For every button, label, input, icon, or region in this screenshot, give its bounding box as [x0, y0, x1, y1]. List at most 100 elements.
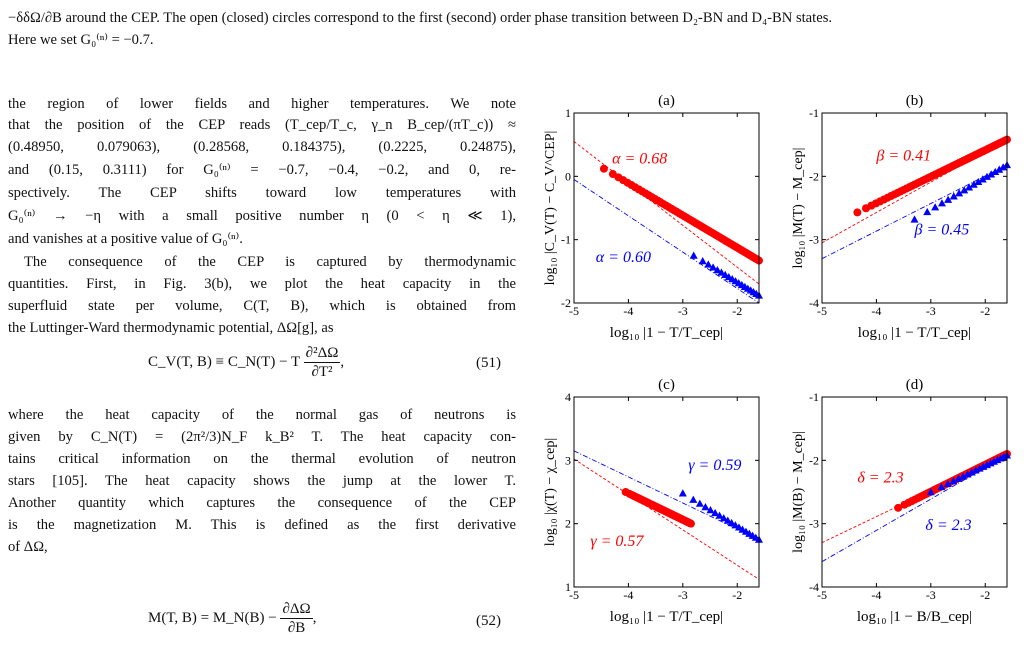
- data-point: [910, 215, 919, 223]
- y-tick-label: 1: [565, 580, 571, 594]
- y-axis-label: log₁₀ |M(B) − M_cep|: [791, 431, 806, 553]
- fit-line: [573, 141, 760, 285]
- x-tick-label: -3: [678, 588, 688, 602]
- p3-line: tains critical information on the therma…: [8, 451, 516, 467]
- caption-line-2: Here we set G₀⁽ⁿ⁾ = −0.7.: [8, 32, 154, 48]
- fit-line: [573, 450, 760, 540]
- y-tick-label: -3: [809, 233, 819, 247]
- y-tick-label: -1: [561, 233, 571, 247]
- y-tick-label: -4: [809, 296, 819, 310]
- panel-label: (c): [658, 377, 675, 393]
- x-tick-label: -4: [871, 304, 881, 318]
- p1-line: that the position of the CEP reads (T_ce…: [8, 117, 516, 133]
- data-point: [978, 175, 987, 183]
- x-tick-label: -2: [732, 588, 742, 602]
- series-label: γ = 0.59: [688, 457, 741, 474]
- data-point: [894, 503, 903, 512]
- data-point: [943, 479, 952, 487]
- x-tick-label: -5: [569, 304, 579, 318]
- data-point: [686, 519, 695, 528]
- data-point: [706, 506, 715, 514]
- panel-label: (b): [906, 93, 924, 109]
- y-tick-label: -1: [809, 106, 819, 120]
- data-point: [717, 268, 726, 276]
- data-point: [974, 177, 983, 186]
- y-tick-label: 0: [565, 169, 571, 183]
- y-axis-label: log₁₀ |χ(T) − χ_cep|: [543, 438, 558, 546]
- data-point: [723, 516, 732, 524]
- x-tick-label: -5: [817, 588, 827, 602]
- y-tick-label: 3: [565, 453, 571, 467]
- data-point: [975, 464, 984, 472]
- panel-label: (a): [658, 93, 675, 109]
- p3-line: given by C_N(T) = (2π²/3)N_F k_B² T. The…: [8, 429, 516, 445]
- series-label: α = 0.60: [596, 249, 651, 266]
- data-point: [959, 472, 968, 480]
- y-tick-label: 4: [565, 390, 571, 404]
- data-point: [701, 502, 710, 511]
- axes-frame: [821, 396, 1008, 588]
- p1-line: G₀⁽ⁿ⁾ → −η with a small positive number …: [8, 208, 516, 224]
- caption-line-1: −δδΩ/∂B around the CEP. The open (closed…: [8, 10, 833, 26]
- data-point: [960, 186, 969, 194]
- data-point: [937, 482, 946, 491]
- p2-line: the Luttinger-Ward thermodynamic potenti…: [8, 320, 334, 336]
- data-point: [987, 170, 996, 178]
- data-point: [955, 189, 964, 197]
- x-tick-label: -4: [871, 588, 881, 602]
- x-axis-label: log₁₀ |1 − B/B_cep|: [857, 609, 972, 625]
- series-label: β = 0.41: [875, 148, 931, 165]
- data-point: [969, 180, 978, 188]
- data-point: [963, 470, 972, 478]
- data-point: [991, 167, 1000, 176]
- data-point: [982, 172, 991, 180]
- series-label: γ = 0.57: [590, 533, 644, 550]
- y-tick-label: -2: [809, 453, 819, 467]
- series-label: β = 0.45: [914, 222, 970, 239]
- data-point: [678, 489, 687, 497]
- x-tick-label: -4: [623, 588, 633, 602]
- y-axis-label: log₁₀ |M(T) − M_cep|: [791, 148, 806, 269]
- y-tick-label: -4: [809, 580, 819, 594]
- data-point: [711, 508, 720, 517]
- equation-number-52: (52): [476, 613, 501, 629]
- x-tick-label: -2: [980, 304, 990, 318]
- data-point: [695, 499, 704, 507]
- p2-line: The consequence of the CEP is captured b…: [24, 254, 516, 270]
- axes-frame: [573, 112, 760, 304]
- data-point: [926, 488, 935, 496]
- equation-52: M(T, B) = M_N(B) − ∂ΔΩ ∂B,: [148, 601, 317, 636]
- y-tick-label: 1: [565, 106, 571, 120]
- fit-line: [573, 458, 760, 580]
- x-tick-label: -2: [732, 304, 742, 318]
- data-point: [704, 260, 713, 268]
- y-tick-label: 2: [565, 517, 571, 531]
- data-point: [689, 251, 698, 259]
- axes-frame: [821, 112, 1008, 304]
- data-point: [995, 165, 1004, 173]
- p3-line: where the heat capacity of the normal ga…: [8, 407, 516, 423]
- data-point: [999, 163, 1008, 171]
- fit-line: [821, 164, 1008, 260]
- p3-line: Another quantity which captures the cons…: [8, 495, 516, 511]
- data-point: [954, 474, 963, 482]
- fit-line: [573, 179, 760, 304]
- data-point: [923, 207, 932, 216]
- x-tick-label: -5: [817, 304, 827, 318]
- equation-51: C_V(T, B) ≡ C_N(T) − T ∂²ΔΩ ∂T²,: [148, 345, 345, 380]
- data-point: [949, 192, 958, 200]
- axes-frame: [573, 396, 760, 588]
- y-tick-label: -1: [809, 390, 819, 404]
- series-label: δ = 2.3: [925, 517, 971, 534]
- data-point: [709, 263, 718, 271]
- y-tick-label: -3: [809, 517, 819, 531]
- data-point: [715, 511, 724, 519]
- data-point: [713, 265, 722, 274]
- y-axis-label: log₁₀ |C_V(T) − C_V^CEP|: [543, 131, 558, 286]
- series-label: δ = 2.3: [857, 470, 903, 487]
- data-point: [599, 164, 608, 173]
- panel-label: (d): [906, 377, 924, 393]
- x-axis-label: log₁₀ |1 − T/T_cep|: [610, 609, 723, 625]
- data-point: [698, 256, 707, 265]
- x-axis-label: log₁₀ |1 − T/T_cep|: [858, 325, 971, 341]
